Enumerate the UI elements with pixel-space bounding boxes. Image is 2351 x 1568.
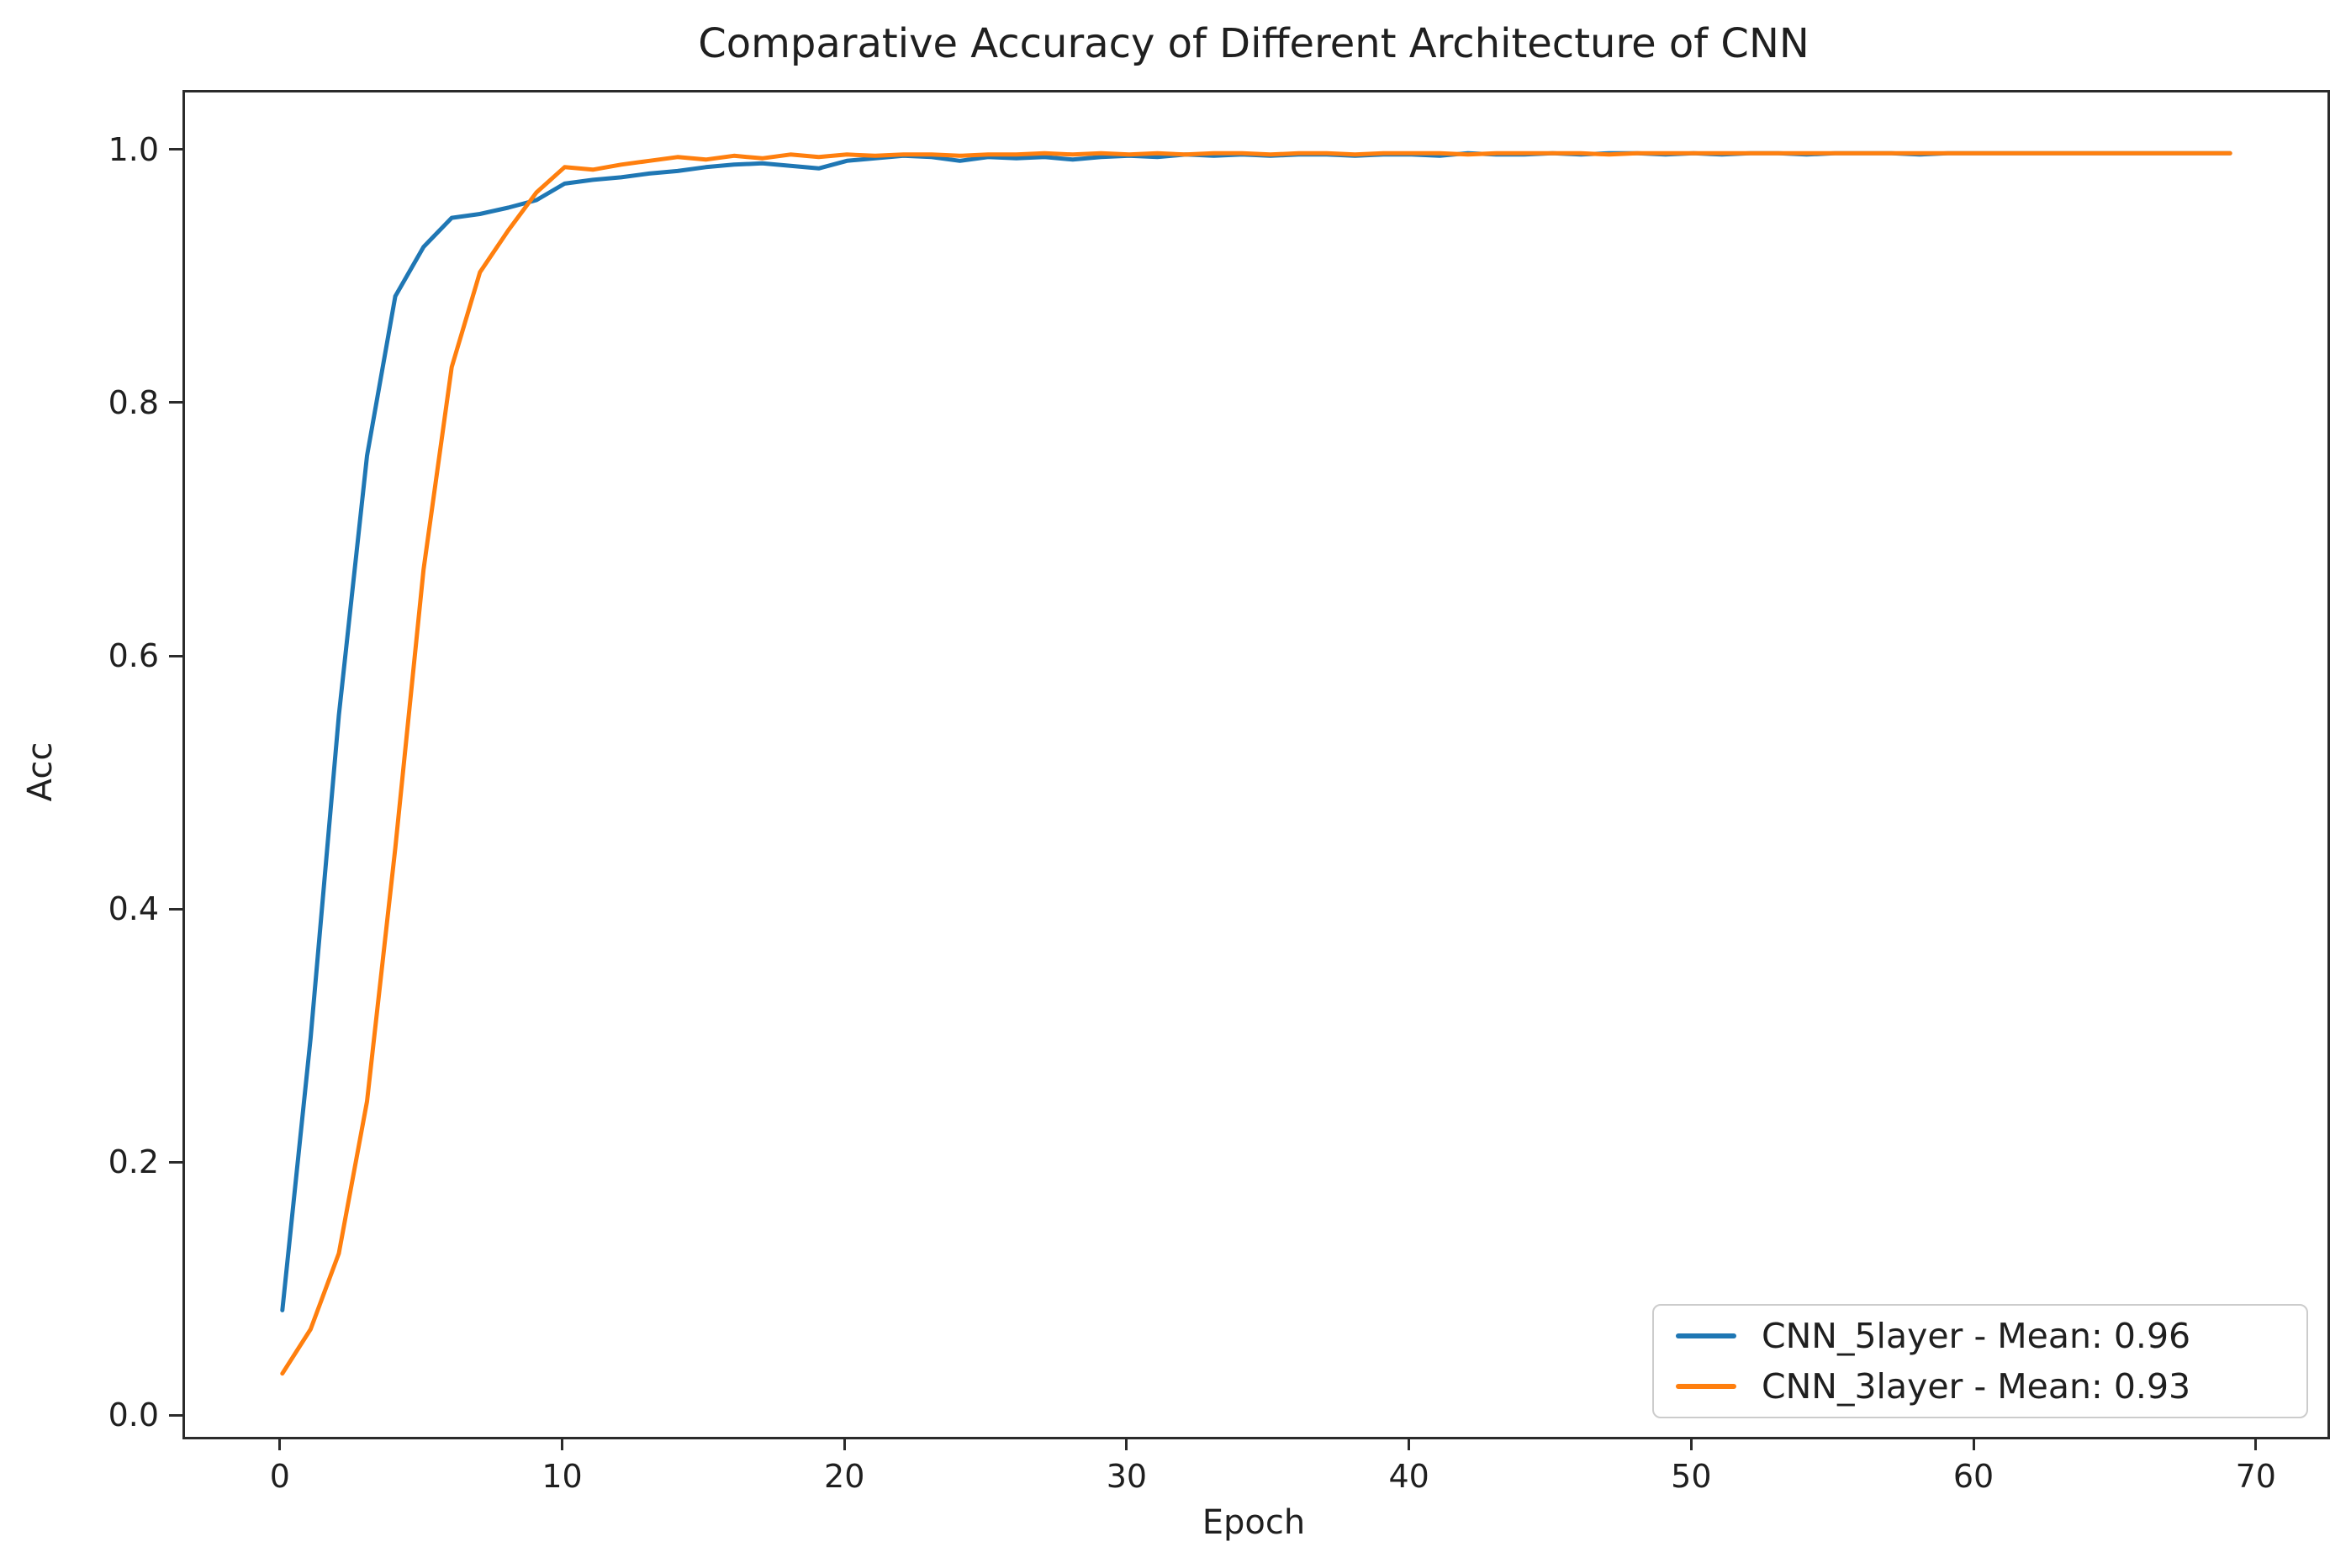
- x-tick-label: 70: [2235, 1458, 2276, 1495]
- chart-title: Comparative Accuracy of Different Archit…: [698, 20, 1809, 67]
- y-tick: [169, 654, 182, 657]
- series-line-0: [280, 150, 2232, 1312]
- y-tick-label: 0.8: [108, 383, 159, 421]
- plot-area: [182, 90, 2330, 1439]
- y-tick: [169, 1160, 182, 1164]
- series-lines-canvas: [280, 150, 2232, 1376]
- x-tick-label: 50: [1671, 1458, 1712, 1495]
- x-tick: [843, 1437, 846, 1450]
- y-tick: [169, 1413, 182, 1417]
- y-axis-label: Acc: [21, 742, 60, 802]
- y-tick-label: 0.2: [108, 1143, 159, 1181]
- x-tick: [1689, 1437, 1693, 1450]
- y-tick-label: 1.0: [108, 130, 159, 168]
- x-tick: [1972, 1437, 1975, 1450]
- legend-label-0: CNN_5layer - Mean: 0.96: [1762, 1316, 2191, 1356]
- legend-item-0: CNN_5layer - Mean: 0.96: [1654, 1316, 2306, 1356]
- x-tick: [1125, 1437, 1128, 1450]
- y-tick: [169, 401, 182, 404]
- legend-swatch-1: [1676, 1384, 1736, 1389]
- x-tick: [561, 1437, 564, 1450]
- legend-box: CNN_5layer - Mean: 0.96 CNN_3layer - Mean…: [1652, 1304, 2308, 1418]
- y-tick: [169, 148, 182, 151]
- legend-label-1: CNN_3layer - Mean: 0.93: [1762, 1366, 2191, 1407]
- x-tick-label: 10: [542, 1458, 583, 1495]
- legend-item-1: CNN_3layer - Mean: 0.93: [1654, 1366, 2306, 1407]
- x-tick: [278, 1437, 282, 1450]
- x-tick-label: 20: [824, 1458, 865, 1495]
- x-tick: [1408, 1437, 1411, 1450]
- x-tick: [2254, 1437, 2258, 1450]
- x-axis-label: Epoch: [1202, 1503, 1306, 1542]
- y-tick-label: 0.4: [108, 890, 159, 928]
- x-tick-label: 0: [269, 1458, 290, 1495]
- y-tick: [169, 907, 182, 911]
- x-tick-label: 30: [1106, 1458, 1148, 1495]
- legend-swatch-0: [1676, 1333, 1736, 1338]
- x-tick-label: 60: [1952, 1458, 1994, 1495]
- x-tick-label: 40: [1388, 1458, 1429, 1495]
- series-line-1: [280, 150, 2232, 1376]
- y-tick-label: 0.0: [108, 1396, 159, 1434]
- y-tick-label: 0.6: [108, 637, 159, 675]
